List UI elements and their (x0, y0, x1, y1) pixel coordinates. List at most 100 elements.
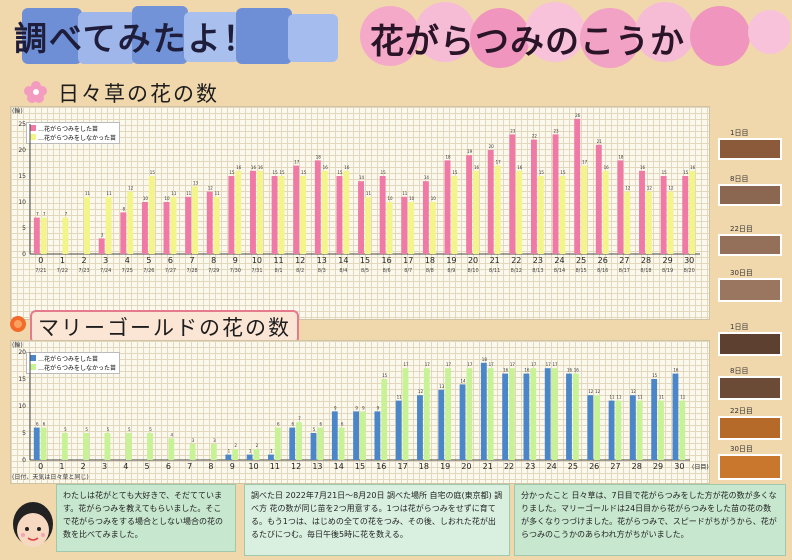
bar-value-label: 16 (517, 165, 523, 170)
bar-value-label: 16 (524, 368, 530, 373)
bar-value-label: 5 (107, 427, 110, 432)
bar-picked (225, 454, 232, 460)
y-tick-label: 10 (18, 199, 26, 206)
x-tick-label: 19 (446, 256, 456, 265)
x-date-label: 8/18 (640, 268, 651, 274)
x-tick-label: 17 (403, 256, 413, 265)
x-date-label: 8/12 (511, 268, 522, 274)
x-tick-label: 27 (619, 256, 629, 265)
x-tick-label: 0 (38, 256, 43, 265)
bar-value-label: 26 (575, 113, 581, 118)
bar-picked (250, 170, 256, 254)
bar-picked (417, 395, 423, 460)
bar-value-label: 11 (186, 191, 192, 196)
bar-picked (401, 196, 408, 254)
x-date-label: 7/23 (78, 268, 89, 274)
bar-value-label: 5 (64, 427, 67, 432)
bar-unpicked (170, 196, 177, 254)
bar-value-label: 1 (249, 449, 252, 454)
x-date-label: 8/4 (339, 268, 347, 274)
bar-unpicked (679, 400, 686, 460)
bar-value-label: 11 (171, 191, 177, 196)
bar-unpicked (296, 422, 302, 460)
photo1-label-4: 30日目 (730, 269, 753, 277)
bar-unpicked (667, 191, 674, 254)
bar-value-label: 17 (546, 362, 552, 367)
x-tick-label: 11 (273, 256, 283, 265)
x-tick-label: 4 (123, 462, 128, 471)
bar-unpicked (61, 433, 68, 460)
y-tick-label: 0 (22, 457, 26, 464)
bar-unpicked (125, 433, 132, 460)
bar-value-label: 1 (228, 449, 231, 454)
bar-picked (480, 362, 487, 460)
page-title-right: 花がらつみのこうか (370, 22, 685, 62)
bar-value-label: 6 (43, 422, 46, 427)
bar-picked (566, 373, 572, 460)
legend-item-unpicked: …花がらつみをしなかった苗 (30, 133, 116, 142)
bar-value-label: 19 (467, 149, 473, 154)
flower-icon (24, 81, 47, 103)
bar-value-label: 12 (631, 389, 637, 394)
bar-value-label: 18 (618, 154, 624, 159)
x-date-label: 8/19 (662, 268, 673, 274)
x-tick-label: 22 (511, 256, 521, 265)
bar-unpicked (40, 217, 47, 254)
bar-value-label: 11 (107, 191, 113, 196)
bar-value-label: 10 (164, 196, 170, 201)
bar-unpicked (83, 433, 90, 460)
bar-value-label: 6 (341, 422, 344, 427)
x-tick-label: 23 (533, 256, 543, 265)
bar-value-label: 11 (215, 191, 221, 196)
bar-picked (268, 454, 274, 460)
bar-picked (314, 160, 321, 254)
bar-unpicked (147, 433, 153, 460)
marigold-icon (10, 316, 26, 332)
bar-value-label: 18 (445, 154, 451, 159)
page-title-left: 調べてみたよ！ (14, 19, 258, 58)
bar-value-label: 9 (362, 405, 365, 410)
bar-unpicked (408, 202, 415, 254)
chart2-unit-label: (輪) (12, 342, 23, 349)
x-tick-label: 9 (230, 462, 235, 471)
bar-value-label: 11 (638, 395, 644, 400)
x-tick-label: 23 (525, 462, 535, 471)
x-date-label: 8/2 (296, 268, 304, 274)
bar-value-label: 15 (662, 170, 668, 175)
footnote: (日付、天気は日々草と同じ) (12, 474, 89, 481)
bar-unpicked (338, 427, 345, 460)
bar-value-label: 16 (574, 368, 580, 373)
x-date-label: 8/7 (404, 268, 412, 274)
x-tick-label: 16 (382, 256, 392, 265)
bar-value-label: 10 (431, 196, 437, 201)
x-tick-label: 3 (103, 256, 108, 265)
x-tick-label: 5 (146, 256, 151, 265)
x-tick-label: 15 (360, 256, 370, 265)
bar-picked (466, 155, 473, 254)
photo1-label-1: 1日目 (730, 129, 749, 137)
bar-picked (651, 379, 658, 460)
note-result: 分かったこと 日々草は、7日目で花がらつみをした方が花の数が多くなりました。マリ… (514, 484, 786, 556)
bar-unpicked (213, 196, 220, 254)
x-date-label: 7/30 (230, 268, 241, 274)
x-tick-label: 25 (576, 256, 586, 265)
bar-picked (336, 176, 343, 254)
bar-value-label: 15 (301, 170, 307, 175)
bar-picked (660, 176, 667, 254)
x-tick-label: 13 (312, 462, 322, 471)
bar-value-label: 5 (128, 427, 131, 432)
photo1-label-2: 8日目 (730, 175, 749, 183)
bar-value-label: 16 (236, 165, 242, 170)
bar-picked (672, 373, 679, 460)
photo2-3 (718, 416, 782, 440)
bar-unpicked (615, 400, 622, 460)
bar-value-label: 12 (647, 186, 653, 191)
bar-picked (228, 176, 235, 254)
y-tick-label: 20 (18, 349, 26, 356)
x-tick-label: 20 (461, 462, 471, 471)
y-tick-label: 25 (18, 121, 26, 128)
x-tick-label: 2 (81, 256, 86, 265)
bar-value-label: 1 (270, 449, 273, 454)
bar-value-label: 17 (496, 160, 502, 165)
x-tick-label: 15 (355, 462, 365, 471)
